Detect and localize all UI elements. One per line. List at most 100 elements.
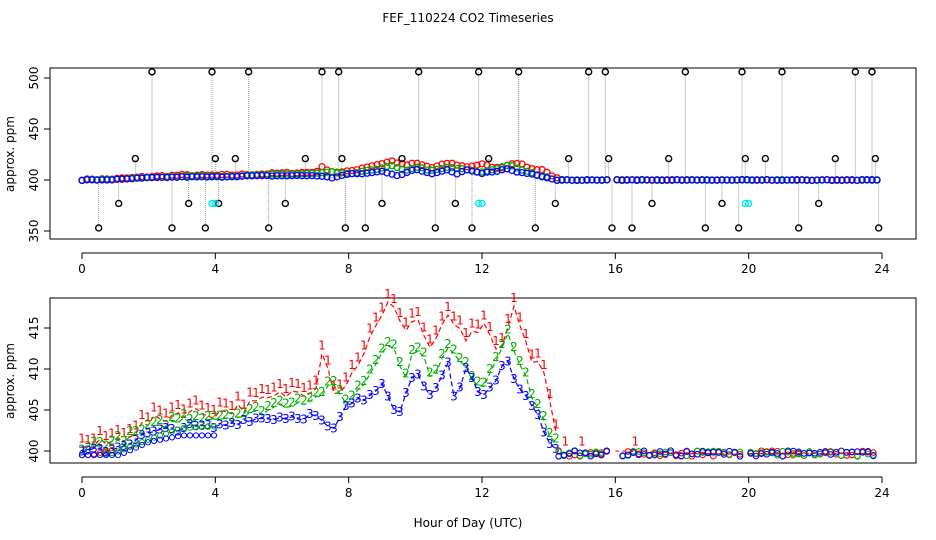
level2-label: 2 (216, 408, 224, 422)
level2-flat-point (555, 448, 563, 455)
level3-point (143, 174, 151, 182)
level3-point (698, 176, 706, 184)
level2-label: 2 (354, 378, 362, 392)
level3-label: 3 (528, 399, 536, 413)
level2-label: 2 (528, 387, 536, 401)
level2-early-point (144, 436, 152, 443)
level3-point (683, 176, 691, 184)
level3-point (223, 173, 231, 181)
level3-point (203, 173, 211, 181)
level3-point (768, 176, 776, 184)
x-tick-label: 12 (474, 486, 489, 500)
level3-early-point (84, 452, 92, 459)
x-axis-title: Hour of Day (UTC) (414, 516, 523, 530)
level3-point (388, 170, 396, 178)
level2-label: 2 (288, 395, 296, 409)
level1-label: 1 (186, 397, 194, 411)
level1-point (368, 162, 376, 170)
level3-point (528, 170, 536, 178)
level1-label: 1 (114, 423, 122, 437)
level3-point (278, 172, 286, 180)
level3-point (498, 166, 506, 174)
raw-spike-point (168, 224, 176, 232)
level1-label: 1 (318, 339, 326, 353)
level2-label: 2 (546, 426, 554, 440)
level1-label: 1 (456, 314, 464, 328)
level2-label: 2 (348, 389, 356, 403)
level3-early-point (180, 432, 188, 439)
raw-spike-point (681, 68, 690, 76)
raw-spike-point (244, 68, 253, 76)
level3-point (343, 170, 351, 179)
level3-early-point (96, 452, 104, 459)
level3-point (748, 176, 756, 184)
raw-spike-point (734, 224, 743, 232)
level3-flat-point (651, 451, 659, 459)
calibration-point (741, 199, 750, 208)
level3-point (243, 172, 251, 180)
level3-point (428, 170, 436, 178)
level3-point (158, 173, 166, 182)
level3-flat-point (869, 452, 877, 460)
level3-point (383, 169, 391, 177)
level1-label: 1 (276, 377, 284, 391)
raw-spike-point (341, 224, 350, 232)
level2-label: 2 (300, 393, 308, 407)
level1-late-label: 1 (632, 434, 640, 448)
level2-label: 2 (108, 434, 116, 448)
level2-label: 2 (270, 396, 278, 410)
calibration-point (474, 199, 483, 208)
top-panel: 0 4 8 12 16 20 24 350 400 450 500 approx. ppm (3, 67, 917, 276)
level2-label: 2 (174, 411, 182, 425)
level2-early-point (204, 423, 212, 430)
level3-point (283, 172, 291, 180)
level1-label: 1 (444, 300, 452, 314)
level3-label: 3 (510, 372, 518, 386)
level2-label: 2 (408, 343, 416, 357)
level2-label: 2 (222, 407, 230, 421)
level3-label: 3 (414, 367, 422, 381)
level3-label: 3 (282, 412, 290, 426)
raw-spike-point (184, 199, 193, 208)
level1-label: 1 (108, 426, 116, 440)
level2-point (503, 161, 511, 170)
level3-point (263, 172, 271, 180)
level2-label: 2 (276, 394, 284, 408)
level2-label: 2 (312, 386, 320, 400)
level2-label: 2 (384, 335, 392, 349)
level3-label: 3 (384, 390, 392, 404)
level1-label: 1 (78, 431, 86, 445)
level2-early-point (168, 428, 176, 435)
bottom-y-axis-title: approx. ppm (3, 343, 17, 419)
level3-point (358, 170, 366, 178)
level2-label: 2 (510, 340, 518, 354)
level3-point (843, 176, 851, 184)
level3-label: 3 (204, 418, 212, 432)
level3-point (648, 176, 656, 184)
y-tick-label: 450 (27, 118, 41, 141)
level1-late-label: 1 (562, 434, 570, 448)
raw-spike-point (301, 154, 310, 163)
level3-point (703, 176, 711, 184)
level1-late-label: 1 (578, 434, 586, 448)
level3-early-point (114, 452, 122, 459)
level2-flat-point (800, 452, 808, 459)
level3-point (108, 176, 116, 184)
level2-early-point (138, 439, 146, 446)
level3-point (328, 174, 336, 182)
level3-point (348, 169, 356, 178)
level3-label: 3 (306, 407, 314, 421)
level3-early-point (204, 432, 212, 439)
level1-label: 1 (132, 419, 140, 433)
level2-label: 2 (198, 411, 206, 425)
level3-point (538, 173, 546, 181)
level3-point (98, 176, 106, 184)
level2-label: 2 (306, 390, 314, 404)
level3-point (198, 173, 206, 181)
level3-point (353, 170, 361, 178)
level1-line (81, 300, 557, 449)
x-tick-label: 20 (741, 486, 756, 500)
level3-point (318, 172, 326, 180)
